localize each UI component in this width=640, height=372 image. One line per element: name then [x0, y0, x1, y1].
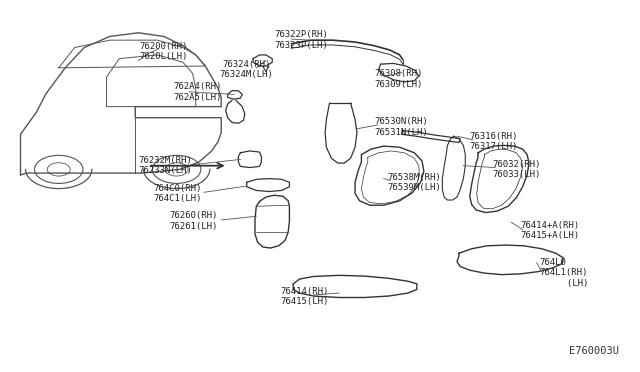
Text: 76032(RH)
76033(LH): 76032(RH) 76033(LH)	[492, 160, 540, 179]
Text: 76414(RH)
76415(LH): 76414(RH) 76415(LH)	[280, 287, 328, 307]
Text: 76538M(RH)
76539M(LH): 76538M(RH) 76539M(LH)	[387, 173, 441, 192]
Text: 76414+A(RH)
76415+A(LH): 76414+A(RH) 76415+A(LH)	[521, 221, 580, 240]
Text: E760003U: E760003U	[570, 346, 620, 356]
Text: 76322P(RH)
76323P(LH): 76322P(RH) 76323P(LH)	[274, 31, 328, 50]
Text: 76316(RH)
76317(LH): 76316(RH) 76317(LH)	[470, 132, 518, 151]
Text: 764L0
764L1(RH)
     (LH): 764L0 764L1(RH) (LH)	[540, 258, 588, 288]
Text: 76260(RH)
76261(LH): 76260(RH) 76261(LH)	[170, 211, 218, 231]
Text: 764C0(RH)
764C1(LH): 764C0(RH) 764C1(LH)	[154, 184, 202, 203]
Text: 76308(RH)
76309(LH): 76308(RH) 76309(LH)	[374, 69, 422, 89]
Text: 76530N(RH)
76531N(LH): 76530N(RH) 76531N(LH)	[374, 117, 428, 137]
Text: 76232M(RH)
76233N(LH): 76232M(RH) 76233N(LH)	[139, 156, 193, 175]
Text: 76200(RH)
7620L(LH): 76200(RH) 7620L(LH)	[140, 42, 188, 61]
Text: 76324(RH)
76324M(LH): 76324(RH) 76324M(LH)	[220, 60, 273, 79]
Text: 762A4(RH)
762A5(LH): 762A4(RH) 762A5(LH)	[173, 82, 222, 102]
